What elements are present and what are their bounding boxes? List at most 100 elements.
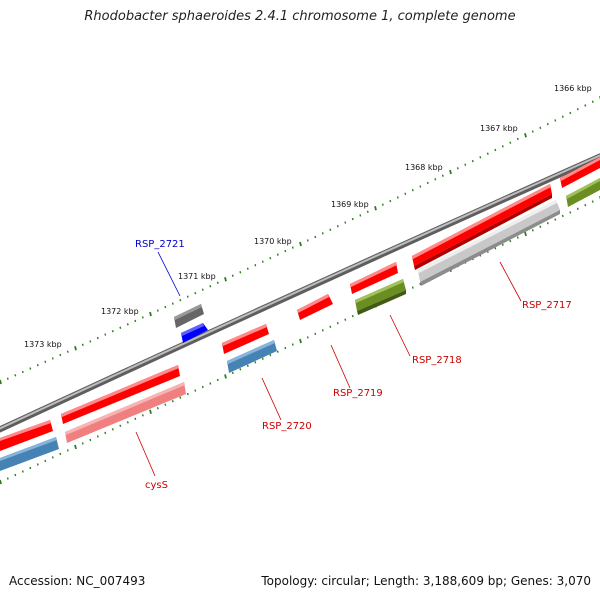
- gene-label-rsp2718[interactable]: RSP_2718: [412, 355, 462, 366]
- inner-scale-tick-25: [186, 392, 189, 396]
- connector-rsp2719: [330, 344, 351, 389]
- scale-tick-20: [149, 311, 152, 317]
- inner-scale-tick-24: [179, 396, 182, 399]
- scale-tick-51: [381, 203, 384, 206]
- inner-scale-tick-35: [261, 357, 264, 360]
- scale-tick-63: [471, 159, 474, 163]
- scale-tick-27: [201, 288, 204, 291]
- scale-tick-50: [374, 206, 377, 211]
- inner-scale-tick-34: [254, 361, 257, 364]
- inner-scale-tick-4: [29, 466, 32, 470]
- scale-tick-46: [344, 221, 347, 224]
- gene-label-cyss[interactable]: cysS: [145, 480, 168, 491]
- scale-tick-21: [156, 309, 159, 312]
- scale-tick-48: [359, 214, 362, 217]
- inner-scale-tick-2: [14, 473, 17, 477]
- gene-label-rsp2719[interactable]: RSP_2719: [333, 388, 383, 399]
- scale-tick-79: [591, 100, 594, 103]
- scale-tick-14: [104, 333, 107, 336]
- inner-scale-tick-78: [584, 203, 587, 207]
- inner-scale-tick-44: [329, 325, 332, 328]
- inner-scale-tick-0: [0, 479, 2, 485]
- gene-feature-rsp2720[interactable]: [222, 324, 277, 373]
- inner-scale-tick-37: [276, 350, 279, 353]
- scale-tick-75: [561, 115, 564, 118]
- tick-label-1366: 1366 kbp: [554, 84, 592, 93]
- inner-scale-tick-26: [194, 389, 197, 392]
- tick-label-1368: 1368 kbp: [405, 163, 443, 172]
- inner-scale-tick-14: [104, 431, 107, 435]
- scale-tick-33: [246, 267, 249, 270]
- scale-tick-30: [224, 277, 227, 282]
- scale-tick-6: [44, 360, 47, 364]
- genome-summary-text: Topology: circular; Length: 3,188,609 bp…: [261, 574, 591, 588]
- inner-scale-tick-67: [501, 243, 504, 246]
- scale-tick-17: [126, 323, 129, 326]
- scale-tick-53: [396, 196, 399, 199]
- inner-scale-tick-75: [561, 214, 564, 218]
- scale-tick-58: [434, 178, 437, 181]
- scale-tick-9: [66, 350, 69, 353]
- gene-feature-top-right[interactable]: [560, 157, 600, 207]
- gene-label-rsp2717[interactable]: RSP_2717: [522, 300, 572, 311]
- inner-scale-tick-70: [524, 231, 527, 237]
- scale-tick-60: [449, 169, 452, 175]
- gene-feature-cyss[interactable]: [61, 365, 186, 443]
- scale-tick-36: [269, 256, 272, 260]
- gene-feature-rsp2721[interactable]: [174, 304, 208, 343]
- scale-tick-15: [111, 329, 114, 333]
- scale-tick-29: [216, 281, 219, 284]
- scale-tick-72: [539, 126, 542, 130]
- inner-scale-tick-28: [209, 382, 212, 385]
- inner-scale-tick-45: [336, 322, 339, 325]
- gene-label-rsp2721[interactable]: RSP_2721: [135, 239, 185, 250]
- tick-label-1372: 1372 kbp: [101, 307, 139, 316]
- inner-scale-tick-22: [164, 403, 167, 406]
- scale-tick-45: [336, 224, 339, 228]
- scale-tick-4: [29, 367, 32, 370]
- scale-tick-64: [479, 156, 482, 159]
- inner-scale-tick-72: [539, 225, 542, 228]
- inner-scale-tick-56: [419, 282, 422, 286]
- scale-tick-41: [306, 239, 309, 242]
- connector-rsp2718: [389, 314, 411, 357]
- inner-scale-tick-13: [96, 435, 99, 438]
- tick-label-1369: 1369 kbp: [331, 200, 369, 209]
- inner-scale-tick-30: [224, 374, 227, 379]
- inner-scale-tick-39: [291, 343, 294, 346]
- inner-scale-tick-32: [239, 368, 242, 371]
- inner-scale-tick-42: [314, 332, 317, 336]
- scale-tick-59: [441, 174, 444, 177]
- map-title: Rhodobacter sphaeroides 2.4.1 chromosome…: [84, 9, 516, 24]
- gene-feature-rsp2718[interactable]: [350, 262, 406, 315]
- scale-ticks: [0, 96, 600, 385]
- scale-tick-57: [426, 181, 429, 185]
- scale-tick-24: [179, 298, 182, 302]
- gene-feature-rsp2717[interactable]: [412, 184, 560, 286]
- inner-scale-tick-8: [59, 452, 62, 456]
- inner-scale-tick-47: [351, 314, 354, 318]
- scale-tick-13: [96, 336, 99, 340]
- inner-scale-tick-18: [134, 417, 137, 420]
- scale-tick-8: [59, 353, 62, 357]
- scale-tick-3: [21, 370, 24, 374]
- scale-tick-55: [411, 188, 414, 192]
- inner-scale-tick-74: [554, 218, 557, 221]
- gene-label-rsp2720[interactable]: RSP_2720: [262, 421, 312, 432]
- gene-feature-rsp2719[interactable]: [297, 294, 333, 320]
- scale-tick-32: [239, 271, 242, 274]
- accession-text: Accession: NC_007493: [9, 574, 146, 588]
- scale-tick-69: [516, 137, 519, 141]
- scale-tick-2: [14, 374, 17, 377]
- scale-tick-7: [51, 357, 54, 360]
- scale-tick-74: [554, 119, 557, 122]
- scale-tick-10: [74, 346, 77, 351]
- inner-scale-tick-38: [284, 346, 287, 350]
- inner-scale-tick-23: [171, 399, 174, 403]
- scale-tick-37: [276, 253, 279, 256]
- scale-tick-65: [486, 152, 489, 155]
- scale-tick-56: [419, 185, 422, 188]
- gene-feature-left-edge[interactable]: [0, 420, 59, 471]
- inner-scale-tick-16: [119, 424, 122, 428]
- scale-tick-44: [329, 228, 332, 231]
